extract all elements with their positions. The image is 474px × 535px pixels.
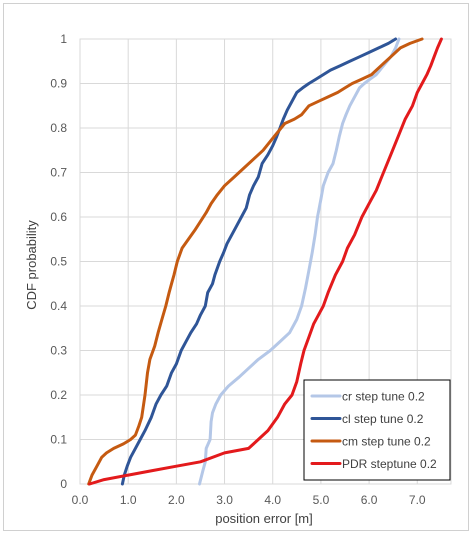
x-tick-label: 5.0 [313,493,330,507]
y-tick-label: 0.7 [50,166,67,180]
series-line-1 [198,37,401,486]
x-tick-label: 1.0 [120,493,137,507]
legend: cr step tune 0.2 cl step tune 0.2 cm step … [303,379,451,481]
y-tick-label: 0.6 [50,210,67,224]
chart-frame [3,3,469,531]
y-tick-label: 0.2 [50,388,67,402]
y-tick-label: 0.5 [50,255,67,269]
legend-label: cr step tune 0.2 [342,390,425,404]
legend-label: cl step tune 0.2 [342,412,424,426]
y-tick-label: 1 [60,32,67,46]
legend-label: cm step tune 0.2 [342,435,431,449]
x-axis-label: position error [m] [215,511,313,526]
x-tick-label: 3.0 [216,493,233,507]
y-axis-label: CDF probability [24,220,39,310]
y-axis-ticks: 0 0.1 0.2 0.3 0.4 0.5 0.6 0.7 0.8 0.9 1 [50,32,67,491]
x-axis-ticks: 0.0 1.0 2.0 3.0 4.0 5.0 6.0 7.0 [72,493,426,507]
y-tick-label: 0 [60,477,67,491]
x-tick-label: 7.0 [409,493,426,507]
x-tick-label: 6.0 [361,493,378,507]
x-tick-label: 2.0 [168,493,185,507]
series-line-4 [88,37,443,486]
y-tick-label: 0.3 [50,344,67,358]
series-line-2 [120,37,398,486]
series-line-3 [87,37,424,486]
x-tick-label: 0.0 [72,493,89,507]
series-lines [87,37,443,486]
x-tick-label: 4.0 [264,493,281,507]
y-tick-label: 0.1 [50,433,67,447]
legend-label: PDR steptune 0.2 [342,457,437,471]
y-tick-label: 0.9 [50,77,67,91]
y-tick-label: 0.4 [50,299,67,313]
y-tick-label: 0.8 [50,121,67,135]
grid-lines [79,38,452,485]
